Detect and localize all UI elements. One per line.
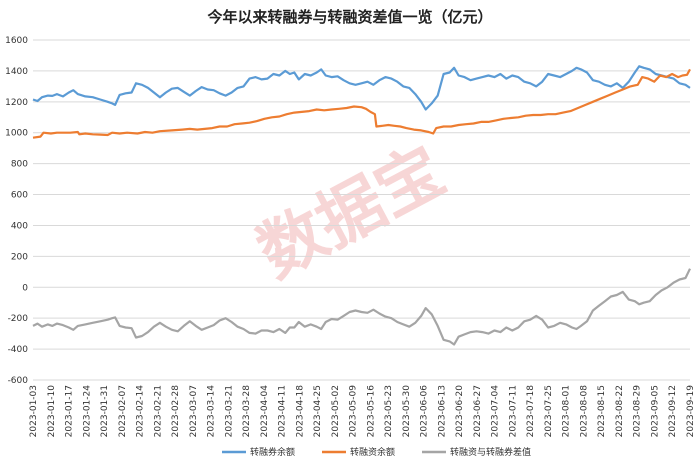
y-tick-label: 200 xyxy=(11,252,28,262)
x-tick-label: 2023-03-28 xyxy=(242,385,252,438)
x-tick-label: 2023-07-25 xyxy=(544,385,554,437)
x-tick-label: 2023-04-18 xyxy=(295,385,305,438)
x-tick-label: 2023-06-20 xyxy=(455,385,465,438)
x-tick-label: 2023-04-04 xyxy=(260,385,270,438)
y-tick-label: -400 xyxy=(8,345,29,355)
x-tick-label: 2023-07-18 xyxy=(526,385,536,438)
y-tick-label: 600 xyxy=(11,191,28,201)
y-tick-label: 1600 xyxy=(5,36,28,46)
y-tick-label: 1400 xyxy=(5,67,28,77)
x-tick-label: 2023-03-14 xyxy=(207,385,217,438)
x-tick-label: 2023-02-14 xyxy=(136,385,146,438)
x-tick-label: 2023-01-10 xyxy=(47,385,57,438)
legend-label: 转融资余额 xyxy=(350,446,395,458)
x-tick-label: 2023-01-17 xyxy=(65,385,75,437)
x-tick-label: 2023-08-15 xyxy=(597,385,607,437)
y-tick-label: -600 xyxy=(8,376,29,386)
x-tick-label: 2023-09-12 xyxy=(668,385,678,437)
y-axis-ticks: -600 -400 -200 0 200 400 600 800 1000 1200 1400 160… xyxy=(5,36,28,386)
series-layer xyxy=(32,65,691,346)
y-tick-label: 0 xyxy=(22,283,28,293)
series-line-1 xyxy=(32,65,691,111)
y-tick-label: 400 xyxy=(11,221,28,231)
x-tick-label: 2023-07-11 xyxy=(508,385,518,437)
x-tick-label: 2023-02-28 xyxy=(171,385,181,438)
series-line-3 xyxy=(32,268,691,346)
legend: 转融券余额 转融资余额 转融资与转融券差值 xyxy=(222,446,531,458)
x-tick-label: 2023-05-30 xyxy=(402,385,412,438)
x-tick-label: 2023-08-22 xyxy=(615,385,625,437)
x-tick-label: 2023-02-21 xyxy=(153,385,163,437)
x-tick-label: 2023-08-08 xyxy=(579,385,589,438)
y-tick-label: 1000 xyxy=(5,129,28,139)
y-tick-label: 800 xyxy=(11,160,28,170)
x-tick-label: 2023-04-25 xyxy=(313,385,323,437)
x-tick-label: 2023-08-29 xyxy=(633,385,643,438)
x-tick-label: 2023-05-02 xyxy=(331,385,341,437)
x-tick-label: 2023-05-16 xyxy=(366,385,376,438)
watermark: 数据宝 xyxy=(246,132,457,293)
x-tick-label: 2023-08-01 xyxy=(562,385,572,437)
x-tick-label: 2023-05-09 xyxy=(349,385,359,438)
x-tick-label: 2023-04-11 xyxy=(278,385,288,437)
x-tick-label: 2023-01-31 xyxy=(100,385,110,437)
x-tick-label: 2023-02-07 xyxy=(118,385,128,437)
x-axis-ticks: 2023-01-03 2023-01-10 2023-01-17 2023-01-24… xyxy=(29,385,696,438)
x-tick-label: 2023-06-27 xyxy=(473,385,483,437)
x-tick-label: 2023-05-23 xyxy=(384,385,394,437)
y-tick-label: -200 xyxy=(8,314,29,324)
x-tick-label: 2023-09-05 xyxy=(650,385,660,437)
x-tick-label: 2023-06-06 xyxy=(420,385,430,438)
legend-label: 转融券余额 xyxy=(250,446,295,458)
x-tick-label: 2023-01-03 xyxy=(29,385,39,437)
x-tick-label: 2023-01-24 xyxy=(82,385,92,438)
x-tick-label: 2023-07-04 xyxy=(491,385,501,438)
x-tick-label: 2023-03-07 xyxy=(189,385,199,437)
x-tick-label: 2023-09-19 xyxy=(686,385,696,438)
grid-layer xyxy=(33,39,690,381)
chart-title: 今年以来转融券与转融资差值一览（亿元） xyxy=(206,8,492,26)
legend-label: 转融资与转融券差值 xyxy=(450,446,531,458)
x-tick-label: 2023-03-21 xyxy=(224,385,234,437)
series-line-2 xyxy=(32,68,691,139)
x-tick-label: 2023-06-13 xyxy=(437,385,447,437)
y-tick-label: 1200 xyxy=(5,98,28,108)
